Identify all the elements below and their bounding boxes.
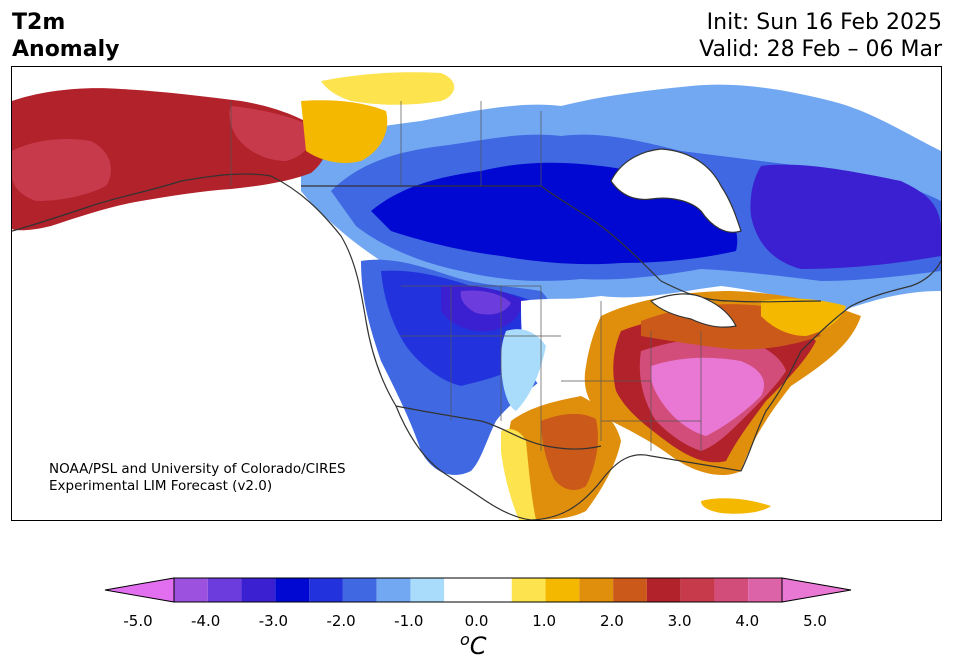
colorbar-segments (174, 578, 782, 602)
colorbar-segment (680, 578, 715, 602)
great-lakes (649, 293, 737, 328)
unit-symbol: C (469, 632, 487, 660)
warm-region-texas-edge (501, 429, 536, 520)
anomaly-map (11, 66, 942, 521)
coastline-gulf (530, 260, 941, 520)
colorbar-segment (275, 578, 310, 602)
colorbar-segment (545, 578, 580, 602)
valid-date: Valid: 28 Feb – 06 Mar (699, 37, 942, 62)
light-cold-plains (501, 329, 546, 411)
colorbar-segment (241, 578, 276, 602)
colorbar-segment (714, 578, 749, 602)
init-date: Init: Sun 16 Feb 2025 (706, 10, 942, 35)
colorbar-min-extension (104, 577, 175, 603)
colorbar-tick-label: 5.0 (803, 612, 827, 630)
colorbar-tick-label: -3.0 (258, 612, 289, 630)
colorbar-segment (613, 578, 647, 602)
credit-line1: NOAA/PSL and University of Colorado/CIRE… (49, 461, 346, 477)
warm-region-yukon-edge (321, 72, 455, 105)
colorbar-segment (174, 578, 208, 602)
colorbar-segment (511, 578, 546, 602)
colorbar-segment (207, 578, 242, 602)
colorbar-tick-label: 1.0 (532, 612, 557, 630)
colorbar-segment (579, 578, 614, 602)
state-lines (401, 285, 702, 451)
colorbar-tick-label: -5.0 (123, 612, 153, 630)
colorbar-segment (748, 578, 782, 602)
warm-region-southeast-peak (650, 357, 765, 436)
colorbar-segment (376, 578, 411, 602)
colorbar (104, 577, 852, 603)
colorbar-segment (342, 578, 377, 602)
colorbar-segment (646, 578, 681, 602)
colorbar-tick-label: -1.0 (394, 612, 424, 630)
warm-region-northeast (761, 298, 846, 336)
cold-region-core-center (460, 290, 511, 315)
border-us-canada (301, 185, 822, 303)
credit-line2: Experimental LIM Forecast (v2.0) (49, 478, 273, 494)
unit-degree: o (460, 630, 470, 649)
map-title: T2m Anomaly (12, 9, 119, 63)
province-lines (230, 101, 542, 186)
colorbar-segment (444, 578, 512, 602)
coastline-pacific (12, 173, 532, 520)
hudson-bay (610, 148, 742, 233)
title-variable-line1: T2m (12, 10, 66, 35)
colorbar-tick-label: 0.0 (464, 612, 489, 630)
warm-region-alaska-west (12, 139, 111, 201)
border-us-mexico (395, 405, 602, 450)
warm-region-cuba (701, 498, 771, 514)
warm-region-texas-core (541, 413, 598, 491)
colorbar-outline (173, 577, 783, 603)
cold-region-east-canada (750, 164, 941, 269)
credit-text: NOAA/PSL and University of Colorado/CIRE… (49, 461, 346, 495)
colorbar-tick-label: -4.0 (191, 612, 221, 630)
warm-region-alaska-east (229, 106, 313, 161)
warm-region-yukon (301, 100, 388, 163)
colorbar-tick-label: 4.0 (735, 612, 760, 630)
colorbar-unit-label: oC (460, 630, 487, 660)
title-variable-line2: Anomaly (12, 37, 120, 62)
colorbar-segment (410, 578, 445, 602)
forecast-dates: Init: Sun 16 Feb 2025 Valid: 28 Feb – 06… (699, 9, 942, 63)
colorbar-max-extension (781, 577, 852, 603)
colorbar-tick-label: -2.0 (326, 612, 356, 630)
colorbar-tick-label: 3.0 (667, 612, 692, 630)
colorbar-tick-label: 2.0 (599, 612, 624, 630)
colorbar-segment (309, 578, 343, 602)
